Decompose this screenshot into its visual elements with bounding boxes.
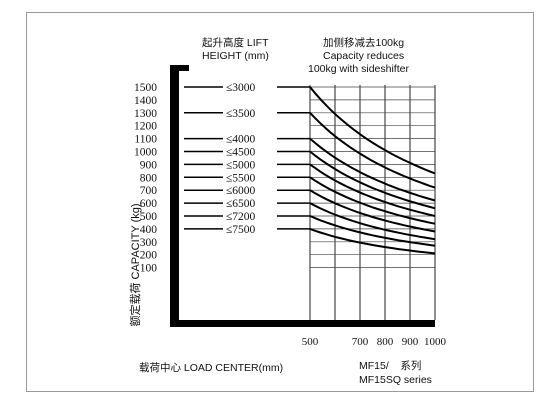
series-label: ≤3000	[226, 82, 256, 94]
capacity-curve	[309, 86, 436, 175]
y-tick-label: 700	[140, 185, 158, 197]
y-tick-label: 400	[140, 224, 158, 236]
y-tick-label: 1400	[134, 95, 157, 107]
series-title-line2: MF15SQ series	[359, 374, 432, 386]
x-tick-labels: 500 700 800 900 1000	[302, 336, 447, 348]
y-tick-label: 1500	[134, 82, 157, 94]
note-line2: Capacity reduces	[323, 50, 404, 62]
y-tick-label: 1300	[134, 108, 157, 120]
series-label: ≤7500	[226, 224, 256, 236]
y-tick-label: 200	[140, 250, 158, 262]
series-labels: ≤3000 ≤3500 ≤4000≤4500≤5000≤5500≤6000≤6500…	[226, 82, 256, 236]
series-label: ≤6000	[226, 185, 256, 197]
x-tick-label: 900	[402, 336, 419, 348]
capacity-curve	[309, 215, 436, 247]
capacity-curve	[309, 227, 436, 255]
x-tick-label: 700	[352, 336, 369, 348]
capacity-curve	[309, 150, 436, 210]
series-label: ≤5000	[226, 159, 256, 171]
series-label: ≤5500	[226, 172, 256, 184]
series-label: ≤4000	[226, 134, 256, 146]
capacity-curve	[309, 202, 436, 241]
y-tick-label: 1100	[134, 134, 157, 146]
capacity-curve	[309, 137, 436, 202]
y-tick-label: 100	[140, 263, 158, 275]
y-tick-label: 1200	[134, 121, 157, 133]
capacity-curve	[309, 163, 436, 217]
capacity-curve	[309, 189, 436, 233]
y-axis-label: 额定载荷 CAPACITY (kg)	[128, 203, 142, 326]
y-tick-label: 900	[140, 159, 158, 171]
series-label: ≤6500	[226, 198, 256, 210]
x-tick-label: 1000	[424, 336, 447, 348]
note-line1: 加侧移减去100kg	[323, 36, 404, 49]
x-tick-label: 800	[377, 336, 394, 348]
capacity-curve	[309, 176, 436, 225]
x-tick-label: 500	[302, 336, 319, 348]
series-title-line1: MF15/ 系列	[359, 359, 421, 372]
y-tick-labels: 1500140013001200110010009008007006005004…	[134, 82, 157, 275]
lift-height-title-line1: 起升高度 LIFT	[202, 36, 269, 49]
y-tick-label: 300	[140, 237, 158, 249]
chart-frame: ≤3000 ≤3500 ≤4000 ≤4500 ≤5000 ≤5500 ≤6000 ≤6500…	[26, 12, 534, 392]
capacity-curves	[309, 86, 436, 255]
note-line3: 100kg with sideshifter	[308, 63, 409, 75]
y-tick-label: 800	[140, 172, 158, 184]
y-tick-label: 500	[140, 211, 158, 223]
series-leader-lines	[184, 86, 310, 230]
x-axis-label: 载荷中心 LOAD CENTER(mm)	[139, 361, 283, 374]
capacity-chart: ≤3000 ≤3500 ≤4000≤4500≤5000≤5500≤6000≤6500…	[128, 36, 447, 386]
capacity-curve	[309, 112, 436, 189]
series-label: ≤3500	[226, 108, 256, 120]
lift-height-title-line2: HEIGHT (mm)	[202, 50, 269, 62]
series-label: ≤7200	[226, 211, 256, 223]
y-tick-label: 600	[140, 198, 158, 210]
series-label: ≤4500	[226, 147, 256, 159]
y-tick-label: 1000	[134, 147, 157, 159]
